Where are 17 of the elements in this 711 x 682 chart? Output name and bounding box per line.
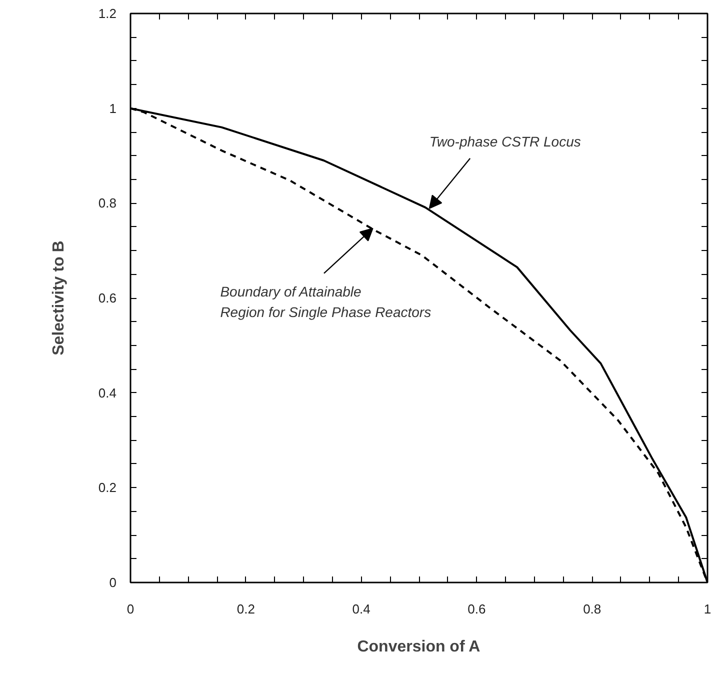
annotation: Two-phase CSTR Locus: [429, 133, 581, 150]
y-tick-label: 0.8: [98, 196, 117, 211]
x-tick-label: 0.8: [583, 602, 602, 616]
x-tick-label: 0.6: [468, 602, 486, 616]
y-tick-label: 0: [109, 575, 117, 590]
annotation: Boundary of Attainable Region for Single Phase Reactors: [220, 283, 432, 320]
y-tick-label: 0.2: [98, 480, 117, 496]
y-axis-title: Selectivity to B: [50, 240, 68, 356]
x-tick-label: 0.4: [352, 602, 370, 616]
y-tick-label: 1: [109, 100, 117, 116]
x-tick-label: 1: [704, 602, 711, 616]
y-tick-label: 0.6: [98, 290, 117, 306]
x-axis-title: Conversion of A: [357, 638, 481, 656]
y-tick-label: 0.4: [98, 385, 117, 400]
y-tick-label: 1.2: [98, 6, 117, 21]
x-tick-label: 0.2: [236, 602, 255, 616]
x-tick-label: 0: [126, 602, 134, 616]
